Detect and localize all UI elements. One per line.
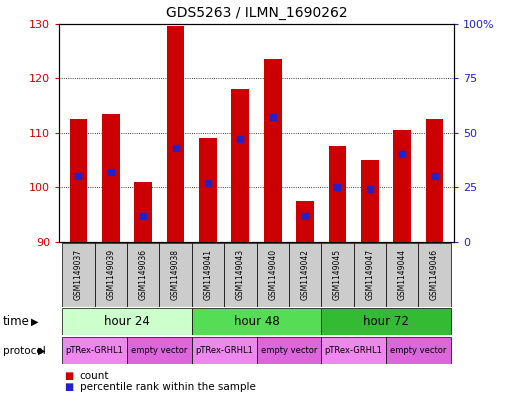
Text: GSM1149042: GSM1149042 bbox=[301, 249, 309, 300]
Bar bbox=[192, 308, 321, 335]
Point bbox=[204, 180, 212, 186]
Text: ▶: ▶ bbox=[31, 316, 38, 327]
Text: GSM1149039: GSM1149039 bbox=[106, 249, 115, 300]
Text: hour 72: hour 72 bbox=[363, 315, 409, 328]
Text: GSM1149045: GSM1149045 bbox=[333, 249, 342, 300]
Point bbox=[171, 145, 180, 151]
Text: GSM1149036: GSM1149036 bbox=[139, 249, 148, 300]
Text: GSM1149043: GSM1149043 bbox=[236, 249, 245, 300]
Text: pTRex-GRHL1: pTRex-GRHL1 bbox=[66, 346, 124, 355]
Point bbox=[301, 212, 309, 219]
Bar bbox=[321, 243, 353, 307]
Point bbox=[236, 136, 244, 142]
Text: GSM1149040: GSM1149040 bbox=[268, 249, 277, 300]
Bar bbox=[321, 337, 386, 364]
Bar bbox=[127, 337, 192, 364]
Bar bbox=[127, 243, 160, 307]
Bar bbox=[62, 243, 94, 307]
Point bbox=[139, 212, 147, 219]
Bar bbox=[386, 243, 419, 307]
Point bbox=[366, 186, 374, 193]
Text: ■: ■ bbox=[64, 371, 73, 381]
Text: protocol: protocol bbox=[3, 345, 45, 356]
Bar bbox=[264, 59, 282, 242]
Bar bbox=[160, 243, 192, 307]
Text: percentile rank within the sample: percentile rank within the sample bbox=[80, 382, 255, 392]
Point bbox=[398, 151, 406, 158]
Text: GSM1149041: GSM1149041 bbox=[204, 249, 212, 300]
Text: ▶: ▶ bbox=[38, 345, 46, 356]
Bar bbox=[224, 243, 256, 307]
Bar bbox=[328, 146, 346, 242]
Bar bbox=[134, 182, 152, 242]
Bar bbox=[192, 337, 256, 364]
Bar bbox=[199, 138, 217, 242]
Title: GDS5263 / ILMN_1690262: GDS5263 / ILMN_1690262 bbox=[166, 6, 347, 20]
Bar bbox=[192, 243, 224, 307]
Text: count: count bbox=[80, 371, 109, 381]
Text: GSM1149037: GSM1149037 bbox=[74, 249, 83, 300]
Text: hour 48: hour 48 bbox=[233, 315, 280, 328]
Text: pTRex-GRHL1: pTRex-GRHL1 bbox=[195, 346, 253, 355]
Text: hour 24: hour 24 bbox=[104, 315, 150, 328]
Bar bbox=[256, 243, 289, 307]
Text: GSM1149038: GSM1149038 bbox=[171, 249, 180, 300]
Bar bbox=[296, 201, 314, 242]
Bar bbox=[62, 308, 192, 335]
Bar bbox=[231, 89, 249, 242]
Bar bbox=[419, 243, 451, 307]
Bar bbox=[62, 337, 127, 364]
Point bbox=[269, 114, 277, 121]
Text: empty vector: empty vector bbox=[390, 346, 447, 355]
Point bbox=[430, 173, 439, 179]
Bar bbox=[102, 114, 120, 242]
Text: empty vector: empty vector bbox=[261, 346, 317, 355]
Bar bbox=[289, 243, 321, 307]
Text: GSM1149047: GSM1149047 bbox=[365, 249, 374, 300]
Bar bbox=[426, 119, 443, 242]
Bar bbox=[94, 243, 127, 307]
Bar bbox=[256, 337, 321, 364]
Text: time: time bbox=[3, 315, 29, 328]
Bar bbox=[167, 26, 185, 242]
Text: pTRex-GRHL1: pTRex-GRHL1 bbox=[325, 346, 383, 355]
Bar bbox=[353, 243, 386, 307]
Text: GSM1149046: GSM1149046 bbox=[430, 249, 439, 300]
Point bbox=[74, 173, 83, 179]
Bar bbox=[70, 119, 87, 242]
Text: GSM1149044: GSM1149044 bbox=[398, 249, 407, 300]
Bar bbox=[361, 160, 379, 242]
Bar bbox=[321, 308, 451, 335]
Point bbox=[333, 184, 342, 190]
Bar bbox=[386, 337, 451, 364]
Text: empty vector: empty vector bbox=[131, 346, 188, 355]
Text: ■: ■ bbox=[64, 382, 73, 392]
Bar bbox=[393, 130, 411, 242]
Point bbox=[107, 169, 115, 175]
